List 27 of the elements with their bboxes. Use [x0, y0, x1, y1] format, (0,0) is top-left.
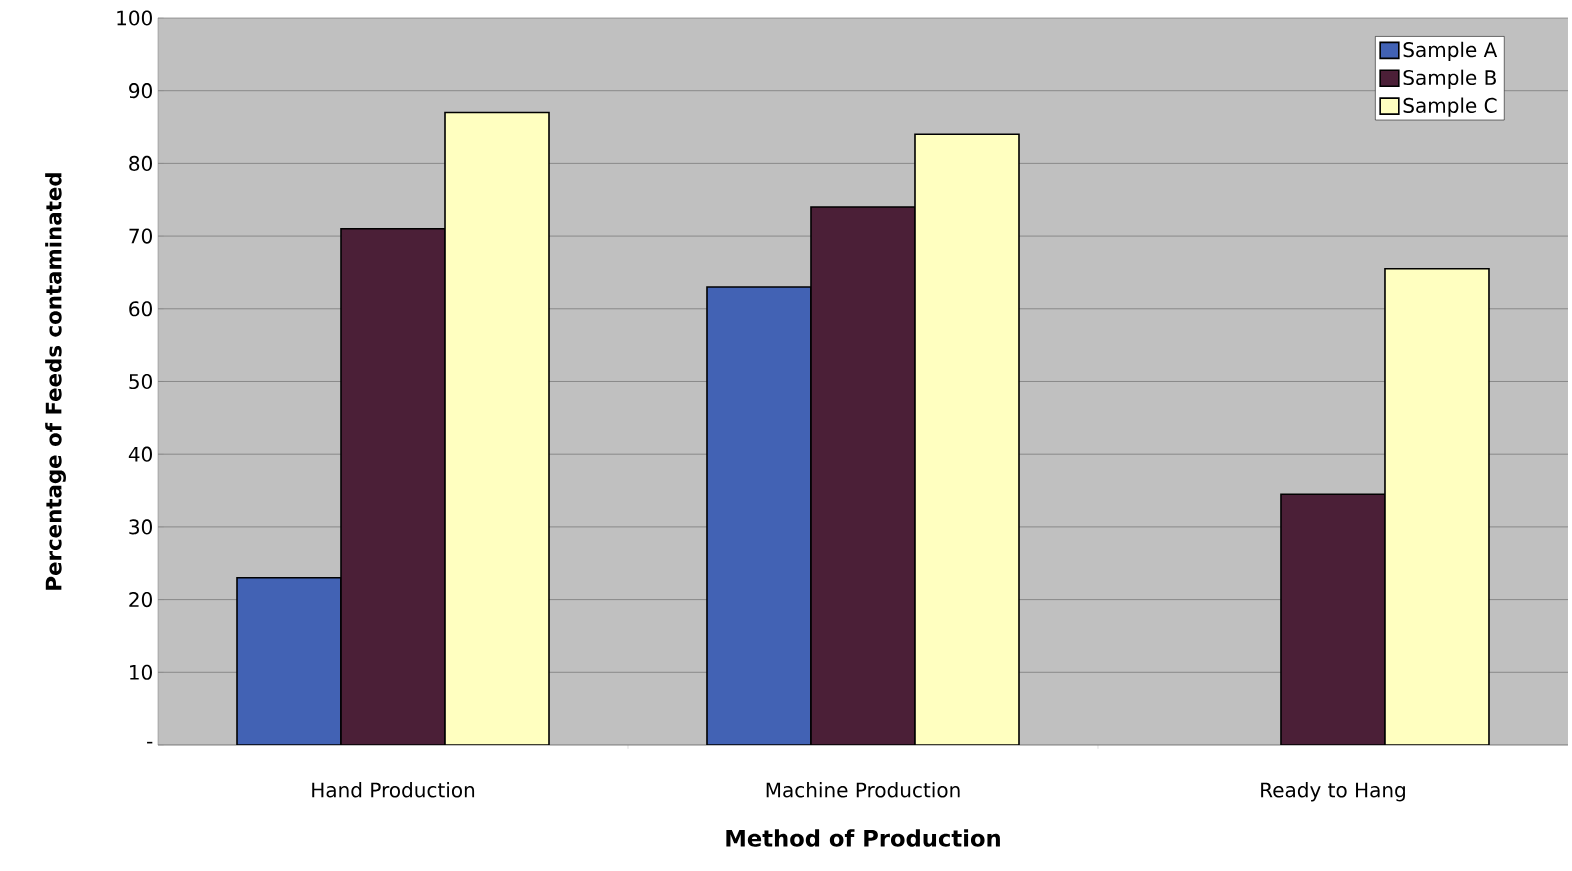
y-tick-label: 70	[129, 228, 152, 244]
x-tick-label: Machine Production	[766, 782, 960, 798]
bar	[236, 576, 342, 745]
y-tick-label: 30	[129, 519, 152, 535]
x-tick-label: Ready to Hang	[1261, 782, 1405, 802]
x-tick-label: Hand Production	[312, 782, 475, 798]
bar	[444, 111, 550, 745]
y-tick-label: 60	[129, 301, 152, 317]
legend-label: Sample A	[1403, 41, 1498, 62]
y-tick-label: -	[147, 741, 153, 744]
legend-label: Sample C	[1403, 97, 1497, 117]
y-tick-label: 90	[129, 83, 152, 99]
y-tick-label: 50	[129, 373, 152, 390]
bar	[1280, 493, 1386, 745]
y-tick-label: 20	[129, 592, 152, 608]
bar	[706, 286, 812, 745]
bar	[340, 228, 446, 745]
y-tick-label: 100	[117, 10, 152, 26]
bar	[1384, 268, 1490, 745]
y-tick-label: 10	[130, 664, 152, 680]
y-tick-label: 40	[128, 446, 152, 462]
x-axis-title: Method of Production	[726, 829, 1000, 847]
legend-label: Sample B	[1403, 69, 1496, 89]
y-axis-title: Percentage of Feeds contaminated	[45, 173, 66, 590]
y-tick-label: 80	[129, 155, 152, 171]
bar	[810, 206, 916, 745]
bar	[914, 133, 1020, 745]
